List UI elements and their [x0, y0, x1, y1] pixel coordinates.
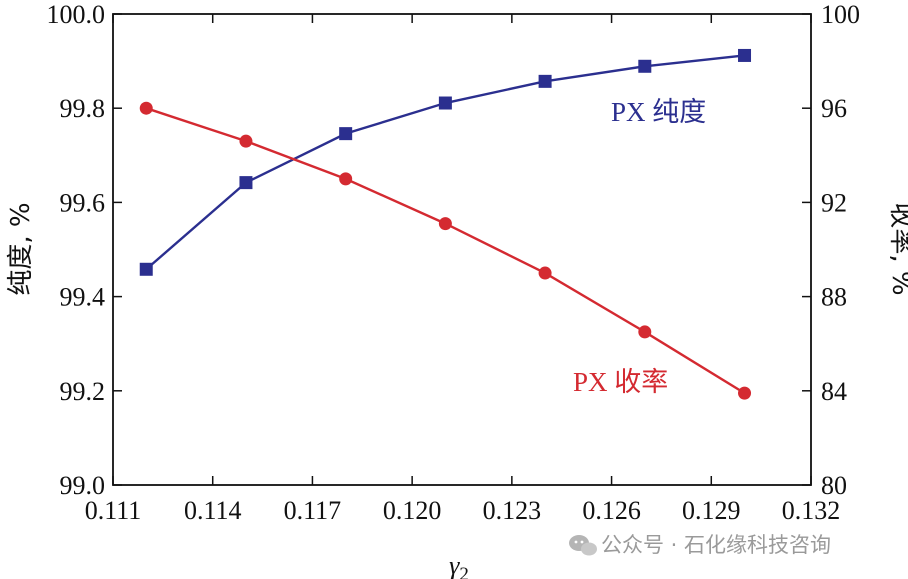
watermark-text: 公众号 · 石化缘科技咨询: [601, 533, 831, 557]
series-label-purity: PX 纯度: [611, 97, 706, 127]
x-tick-label: 0.126: [582, 496, 641, 525]
x-axis-label: γ2: [449, 551, 469, 579]
y-right-tick-label: 80: [821, 471, 847, 500]
wechat-icon: [569, 535, 597, 556]
x-tick-label: 0.111: [85, 496, 142, 525]
series-label-yield: PX 收率: [573, 367, 668, 397]
purity-point: [339, 127, 353, 141]
y-right-tick-label: 92: [821, 188, 847, 217]
purity-point: [538, 74, 552, 88]
x-tick-label: 0.129: [682, 496, 741, 525]
purity-point: [139, 262, 153, 276]
yield-point: [638, 325, 652, 339]
plot-frame: [112, 13, 812, 486]
y-left-tick-label: 99.4: [60, 283, 106, 312]
yield-point: [239, 134, 253, 148]
y-left-tick-label: 99.8: [60, 94, 106, 123]
y-right-tick-label: 84: [821, 377, 847, 406]
purity-point: [438, 96, 452, 110]
ticks-group: [112, 13, 812, 486]
y-right-tick-label: 96: [821, 94, 847, 123]
x-tick-label: 0.114: [184, 496, 242, 525]
yield-point: [139, 101, 153, 115]
x-axis-label-main: γ: [449, 551, 460, 579]
purity-point: [738, 48, 752, 62]
tick-labels-group: 0.111 0.114 0.117 0.120 0.123 0.126 0.129 0.132…: [47, 0, 861, 525]
yield-point: [438, 217, 452, 231]
series-line-purity: [145, 54, 745, 271]
purity-point: [638, 59, 652, 73]
yield-point: [538, 266, 552, 280]
x-tick-label: 0.120: [383, 496, 442, 525]
series-group: [139, 48, 752, 400]
y-left-tick-label: 100.0: [47, 0, 106, 29]
y-axis-left-label: 纯度, %: [6, 202, 36, 295]
yield-point: [738, 386, 752, 400]
y-left-tick-label: 99.0: [60, 471, 106, 500]
y-axis-right-label: 收率, %: [886, 202, 908, 295]
x-tick-label: 0.123: [483, 496, 542, 525]
series-line-yield: [145, 107, 746, 395]
purity-point: [239, 176, 253, 190]
y-left-tick-label: 99.6: [60, 188, 106, 217]
x-tick-label: 0.132: [782, 496, 841, 525]
y-right-tick-label: 88: [821, 283, 847, 312]
x-tick-label: 0.117: [284, 496, 342, 525]
y-left-tick-label: 99.2: [60, 377, 106, 406]
y-right-tick-label: 100: [821, 0, 860, 29]
x-axis-label-sub: 2: [459, 564, 469, 579]
yield-point: [339, 172, 353, 186]
watermark: 公众号 · 石化缘科技咨询: [569, 533, 831, 557]
